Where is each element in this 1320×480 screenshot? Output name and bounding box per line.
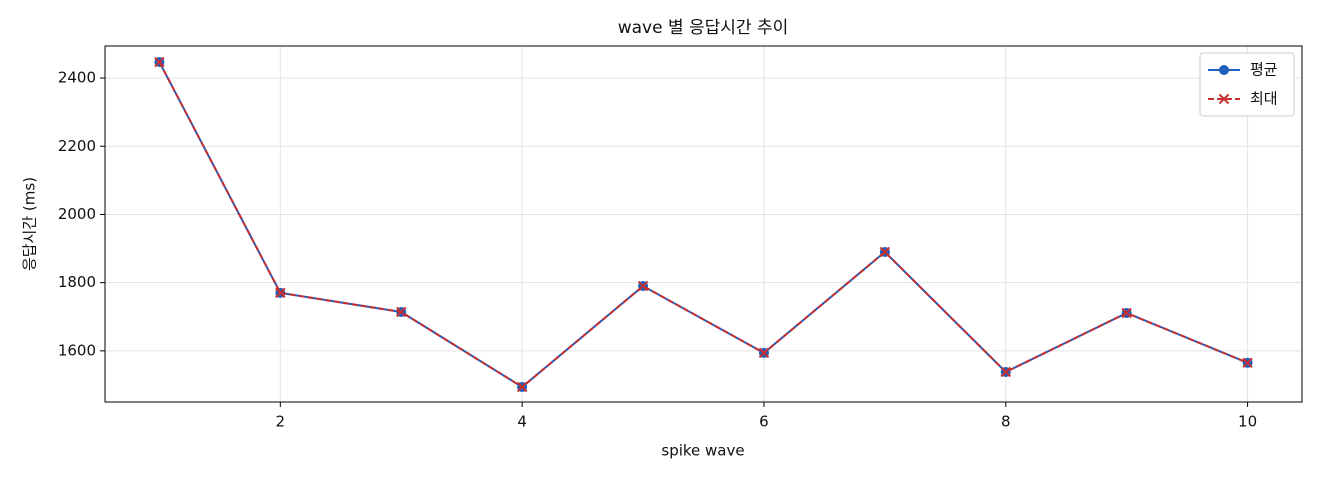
x-tick-label: 10 xyxy=(1238,413,1257,431)
y-tick-label: 1800 xyxy=(58,273,96,291)
y-axis-label: 응답시간 (ms) xyxy=(21,177,39,271)
legend-label: 평균 xyxy=(1250,61,1278,79)
point xyxy=(637,280,649,292)
y-tick-label: 2200 xyxy=(58,137,96,155)
x-axis-label: spike wave xyxy=(661,442,744,460)
legend-marker xyxy=(1218,93,1230,105)
series-line xyxy=(158,61,1248,389)
x-tick-label: 8 xyxy=(1001,413,1011,431)
plot-frame xyxy=(104,45,1303,403)
y-tick-label: 2400 xyxy=(58,69,96,87)
x-tick-label: 2 xyxy=(276,413,286,431)
point xyxy=(1000,366,1011,378)
x-tick-label: 4 xyxy=(517,413,527,431)
point xyxy=(1121,307,1132,319)
point xyxy=(758,347,770,359)
legend-marker xyxy=(1219,65,1229,75)
y-tick-label: 1600 xyxy=(58,341,96,359)
legend-box xyxy=(1199,52,1295,117)
legend-label: 최대 xyxy=(1250,90,1278,108)
y-tick-label: 2000 xyxy=(58,205,96,223)
point xyxy=(1242,357,1253,368)
x-tick-label: 6 xyxy=(759,413,769,431)
point xyxy=(154,56,165,68)
series-line xyxy=(158,61,1248,389)
chart-title: wave 별 응답시간 추이 xyxy=(618,18,789,38)
point xyxy=(396,306,407,318)
point xyxy=(275,287,286,299)
point xyxy=(879,246,891,258)
point xyxy=(516,381,528,393)
